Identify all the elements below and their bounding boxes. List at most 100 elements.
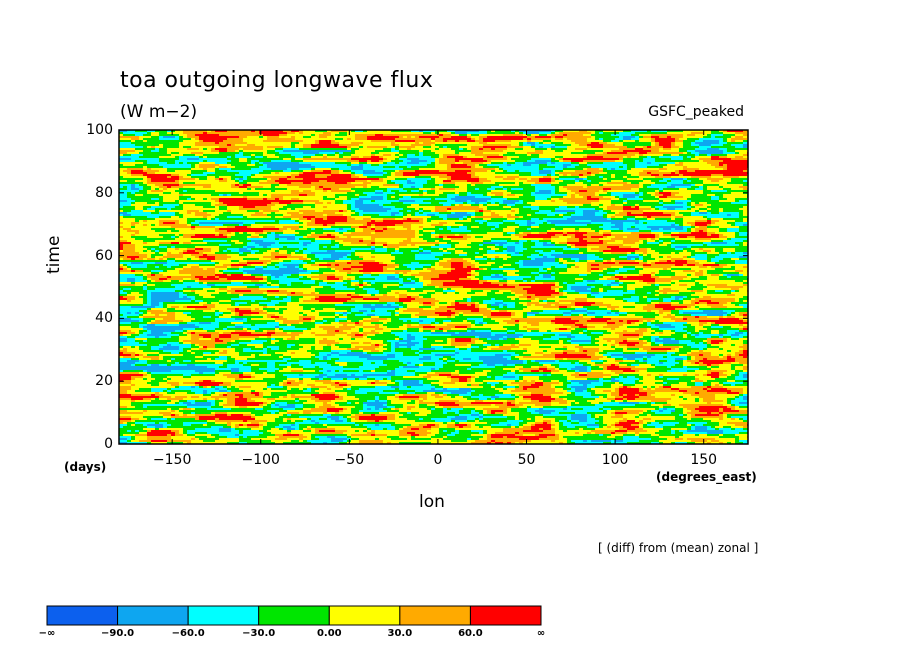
heatmap-cell	[363, 240, 375, 242]
heatmap-cell	[623, 216, 635, 218]
heatmap-cell	[691, 290, 703, 292]
heatmap-cell	[655, 206, 663, 208]
heatmap-cell	[567, 206, 575, 208]
heatmap-cell	[567, 292, 579, 294]
heatmap-cell	[639, 138, 651, 140]
heatmap-cell	[683, 206, 691, 208]
heatmap-cell	[695, 306, 699, 308]
heatmap-cell	[683, 222, 687, 224]
heatmap-cell	[551, 254, 587, 256]
heatmap-cell	[551, 182, 559, 184]
heatmap-cell	[119, 298, 127, 300]
heatmap-cell	[543, 142, 551, 144]
heatmap-cell	[231, 168, 251, 170]
heatmap-cell	[455, 268, 479, 270]
heatmap-cell	[507, 156, 519, 158]
heatmap-cell	[535, 160, 551, 162]
heatmap-cell	[383, 230, 415, 232]
heatmap-cell	[151, 312, 175, 314]
heatmap-cell	[399, 170, 415, 172]
heatmap-cell	[415, 256, 435, 258]
heatmap-cell	[423, 154, 439, 156]
heatmap-cell	[307, 270, 319, 272]
heatmap-cell	[495, 228, 503, 230]
heatmap-cell	[727, 306, 743, 308]
heatmap-cell	[555, 242, 559, 244]
heatmap-cell	[407, 306, 419, 308]
heatmap-cell	[611, 312, 615, 314]
heatmap-cell	[659, 142, 671, 144]
heatmap-cell	[575, 230, 579, 232]
heatmap-cell	[635, 206, 639, 208]
heatmap-cell	[599, 138, 603, 140]
heatmap-cell	[399, 150, 419, 152]
heatmap-cell	[171, 252, 179, 254]
heatmap-cell	[235, 232, 239, 234]
heatmap-cell	[295, 230, 335, 232]
heatmap-cell	[399, 156, 407, 158]
heatmap-cell	[595, 174, 611, 176]
heatmap-cell	[299, 172, 303, 174]
heatmap-cell	[679, 302, 683, 304]
heatmap-cell	[315, 254, 331, 256]
heatmap-cell	[159, 138, 179, 140]
heatmap-cell	[471, 160, 487, 162]
heatmap-cell	[343, 312, 347, 314]
heatmap-cell	[471, 138, 475, 140]
heatmap-cell	[423, 230, 435, 232]
heatmap-cell	[323, 190, 327, 192]
heatmap-cell	[311, 264, 319, 266]
heatmap-cell	[535, 298, 539, 300]
heatmap-cell	[135, 144, 159, 146]
heatmap-cell	[691, 214, 727, 216]
heatmap-cell	[647, 162, 651, 164]
heatmap-cell	[623, 290, 627, 292]
heatmap-cell	[547, 134, 551, 136]
heatmap-cell	[331, 170, 339, 172]
heatmap-cell	[439, 276, 467, 278]
heatmap-cell	[303, 226, 331, 228]
heatmap-cell	[675, 316, 683, 318]
heatmap-cell	[247, 186, 263, 188]
heatmap-cell	[535, 144, 555, 146]
heatmap-cell	[603, 224, 615, 226]
heatmap-cell	[135, 298, 143, 300]
heatmap-cell	[495, 176, 503, 178]
heatmap-cell	[695, 220, 707, 222]
heatmap-cell	[247, 238, 275, 240]
heatmap-cell	[627, 314, 635, 316]
heatmap-cell	[443, 282, 479, 284]
heatmap-cell	[559, 160, 563, 162]
heatmap-cell	[183, 292, 195, 294]
heatmap-cell	[687, 152, 691, 154]
heatmap-cell	[671, 216, 675, 218]
heatmap-cell	[683, 144, 691, 146]
heatmap-cell	[159, 188, 163, 190]
heatmap-cell	[707, 266, 711, 268]
heatmap-cell	[575, 196, 583, 198]
heatmap-cell	[119, 198, 131, 200]
heatmap-cell	[623, 224, 671, 226]
heatmap-cell	[539, 240, 551, 242]
heatmap-cell	[355, 254, 391, 256]
heatmap-cell	[647, 242, 659, 244]
heatmap-cell	[555, 272, 559, 274]
heatmap-cell	[743, 242, 747, 244]
heatmap-cell	[215, 218, 219, 220]
heatmap-cell	[243, 272, 247, 274]
heatmap-cell	[363, 256, 371, 258]
heatmap-cell	[527, 154, 531, 156]
heatmap-cell	[483, 182, 495, 184]
heatmap-cell	[603, 188, 611, 190]
heatmap-cell	[387, 210, 399, 212]
heatmap-cell	[119, 312, 127, 314]
heatmap-cell	[219, 232, 231, 234]
heatmap-cell	[707, 220, 711, 222]
heatmap-cell	[247, 136, 259, 138]
heatmap-cell	[711, 156, 719, 158]
heatmap-cell	[635, 302, 651, 304]
heatmap-cell	[491, 290, 499, 292]
heatmap-cell	[231, 184, 235, 186]
heatmap-cell	[247, 242, 255, 244]
heatmap-cell	[655, 240, 659, 242]
